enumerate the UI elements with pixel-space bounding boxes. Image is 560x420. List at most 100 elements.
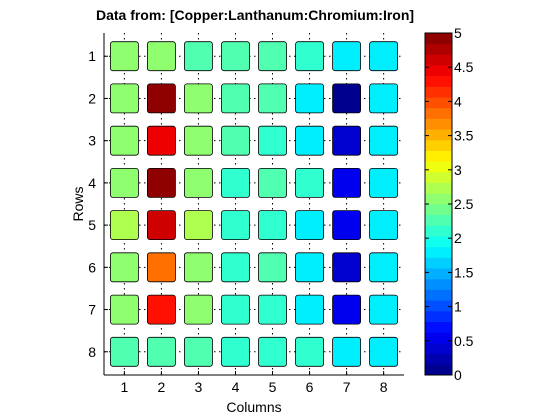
y-tick-label: 1 — [88, 48, 96, 64]
colorbar-tick-label: 1 — [454, 299, 462, 315]
heatmap-cell — [258, 252, 287, 283]
heatmap-cell — [258, 294, 287, 325]
colorbar-tick-label: 4.5 — [454, 59, 474, 75]
heatmap-cell — [332, 336, 362, 367]
heatmap-cell — [183, 41, 213, 72]
y-tick-label: 6 — [88, 259, 96, 275]
colorbar-tick-label: 2.5 — [454, 196, 474, 212]
heatmap-cell — [146, 252, 176, 283]
heatmap-cell — [258, 41, 287, 72]
heatmap-cell — [295, 210, 325, 241]
heatmap-cell — [332, 41, 362, 72]
heatmap-cell — [369, 336, 399, 367]
colorbar-band — [425, 289, 452, 301]
heatmap-cell — [146, 83, 176, 114]
y-tick-label: 7 — [88, 302, 96, 318]
heatmap-cell — [295, 83, 325, 114]
heatmap-cell — [295, 167, 325, 198]
colorbar-band — [425, 353, 452, 365]
heatmap-cell — [146, 210, 176, 241]
colorbar-band — [425, 300, 452, 312]
colorbar-band — [425, 75, 452, 87]
heatmap-cell — [110, 167, 139, 198]
heatmap-cell — [221, 167, 250, 198]
colorbar-tick-label: 5 — [454, 25, 462, 41]
y-axis-label: Rows — [70, 186, 86, 221]
heatmap-cell — [221, 252, 250, 283]
colorbar-band — [425, 97, 452, 109]
heatmap-cell — [332, 210, 362, 241]
heatmap-cell — [369, 252, 399, 283]
colorbar-tick-label: 0.5 — [454, 333, 474, 349]
heatmap-cell — [146, 41, 176, 72]
colorbar-band — [425, 342, 452, 355]
heatmap-cell — [183, 83, 213, 114]
heatmap-cell — [369, 210, 399, 241]
heatmap-cell — [258, 125, 287, 156]
heatmap-cell — [110, 294, 139, 325]
heatmap-cell — [183, 336, 213, 367]
heatmap-cell — [369, 41, 399, 72]
y-tick-label: 4 — [88, 175, 96, 191]
y-tick-label: 5 — [88, 217, 96, 233]
y-tick-label: 8 — [88, 344, 96, 360]
heatmap-cell — [146, 294, 176, 325]
heatmap-cell — [258, 83, 287, 114]
heatmap-cell — [369, 294, 399, 325]
x-axis-label: Columns — [226, 399, 281, 415]
colorbar-band — [425, 364, 452, 376]
colorbar-band — [425, 332, 452, 344]
heatmap-cell — [221, 41, 250, 72]
colorbar-band — [425, 310, 452, 322]
x-axis-ticks: 1 2 3 4 5 6 7 8 — [120, 371, 388, 395]
heatmap-cell — [258, 167, 287, 198]
heatmap-cell — [369, 83, 399, 114]
y-axis-ticks: 1 2 3 4 5 6 7 8 — [88, 48, 108, 360]
x-tick-label: 7 — [343, 379, 351, 395]
colorbar-band — [425, 86, 452, 98]
colorbar-band — [425, 54, 452, 66]
y-tick-label: 2 — [88, 90, 96, 106]
heatmap-cell — [110, 210, 139, 241]
heatmap-cell — [183, 252, 213, 283]
heatmap-cell — [183, 294, 213, 325]
colorbar-tick-label: 1.5 — [454, 264, 474, 280]
colorbar-band — [425, 118, 452, 130]
heatmap-cell — [332, 294, 362, 325]
colorbar-band — [425, 161, 452, 173]
heatmap-cell — [221, 294, 250, 325]
colorbar-band — [425, 139, 452, 151]
colorbar-band — [425, 214, 452, 226]
colorbar-band — [425, 129, 452, 141]
colorbar-band — [425, 236, 452, 248]
heatmap-cell — [110, 41, 139, 72]
colorbar-band — [425, 150, 452, 162]
y-tick-label: 3 — [88, 133, 96, 149]
colorbar-band — [425, 193, 452, 205]
x-tick-label: 8 — [380, 379, 388, 395]
heatmap-cell — [183, 167, 213, 198]
x-tick-label: 1 — [120, 379, 128, 395]
heatmap-cell — [110, 336, 139, 367]
colorbar-band — [425, 107, 452, 119]
colorbar-band — [425, 257, 452, 269]
colorbar-tick-label: 3 — [454, 162, 462, 178]
colorbar-ticks: 0 0.5 1 1.5 2 2.5 3 3.5 4 4.5 5 — [425, 25, 474, 383]
chart-title: Data from: [Copper:Lanthanum:Chromium:Ir… — [96, 7, 414, 23]
heatmap-cell — [221, 336, 250, 367]
heatmap-cell — [221, 83, 250, 114]
colorbar-tick-label: 2 — [454, 230, 462, 246]
heatmap-cell — [221, 210, 250, 241]
colorbar-tick-label: 0 — [454, 367, 462, 383]
colorbar-tick-label: 4 — [454, 93, 462, 109]
heatmap-cell — [110, 83, 139, 114]
heatmap-cell — [258, 336, 287, 367]
heatmap-cells — [110, 41, 399, 367]
heatmap-cell — [369, 167, 399, 198]
colorbar-band — [425, 278, 452, 290]
colorbar-band — [425, 182, 452, 194]
colorbar-band — [425, 225, 452, 237]
colorbar — [424, 32, 453, 376]
heatmap-cell — [295, 336, 325, 367]
